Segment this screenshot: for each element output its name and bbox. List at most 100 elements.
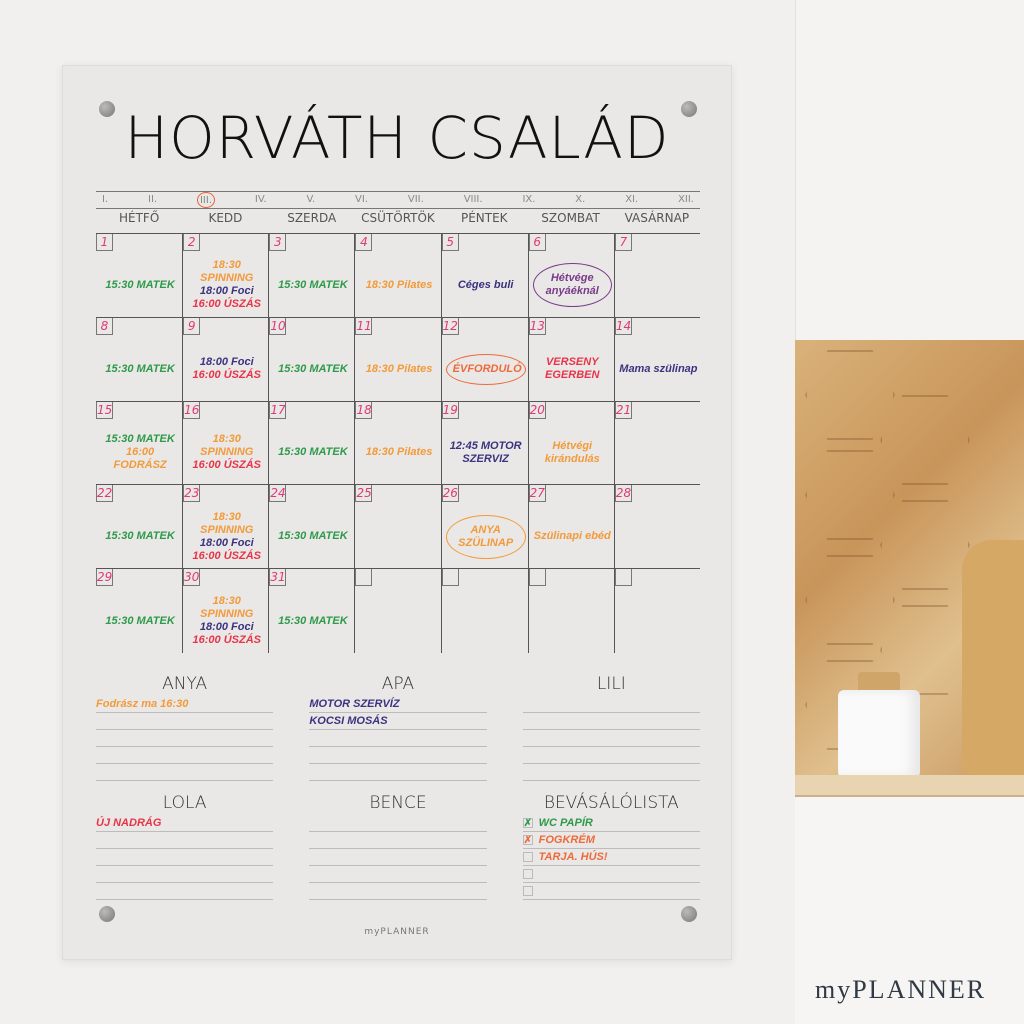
checkbox[interactable]: ✗: [522, 818, 533, 829]
list-line[interactable]: [522, 883, 700, 900]
calendar-day-cell[interactable]: 15 15:30 MATEK 16:00 FODRÁSZ: [96, 401, 183, 486]
list-line[interactable]: [522, 764, 700, 781]
checkbox[interactable]: [522, 886, 533, 896]
list-line[interactable]: MOTOR SZERVÍZ: [309, 696, 487, 713]
list-line[interactable]: KOCSI MOSÁS: [309, 713, 487, 730]
list-line[interactable]: [309, 883, 487, 900]
month-label[interactable]: I.: [102, 194, 109, 205]
weekday-label: PÉNTEK: [460, 211, 508, 225]
calendar-event: 18:30 SPINNING: [200, 259, 254, 285]
list-line[interactable]: [96, 832, 274, 849]
list-line[interactable]: [309, 866, 487, 883]
day-number: 12: [441, 317, 459, 335]
calendar-event: ANYA SZÜLINAP: [445, 514, 526, 559]
calendar-day-cell[interactable]: 8 15:30 MATEK: [96, 317, 183, 402]
calendar-day-cell[interactable]: 12 ÉVFORDULÓ: [440, 317, 528, 402]
weekday-label: CSÜTÖRTÖK: [361, 211, 435, 225]
day-number: 31: [269, 569, 287, 587]
calendar-day-cell[interactable]: 26 ANYA SZÜLINAP: [440, 485, 528, 570]
calendar-day-cell[interactable]: 27 Szülinapi ebéd: [527, 485, 614, 570]
list-line[interactable]: [522, 730, 700, 747]
calendar-day-cell[interactable]: 23 18:30 SPINNING 18:00 Foci 16:00 ÚSZÁS: [182, 485, 269, 570]
month-label[interactable]: II.: [148, 194, 158, 205]
calendar-day-cell[interactable]: 10 15:30 MATEK: [268, 317, 355, 402]
month-label[interactable]: V.: [306, 194, 316, 205]
calendar-day-cell[interactable]: 24 15:30 MATEK: [268, 485, 355, 570]
calendar-day-cell[interactable]: 13 VERSENY EGERBEN: [527, 317, 614, 402]
calendar-day-cell[interactable]: 16 18:30 SPINNING 16:00 ÚSZÁS: [182, 401, 269, 486]
calendar-event: 18:30 Pilates: [365, 362, 433, 375]
month-label[interactable]: VIII.: [463, 194, 483, 205]
calendar-day-cell[interactable]: 6 Hétvége anyáéknál: [527, 234, 614, 318]
calendar-day-cell[interactable]: 20 Hétvégi kirándulás: [527, 401, 614, 486]
list-line[interactable]: [309, 832, 487, 849]
calendar-day-cell[interactable]: [527, 569, 614, 653]
list-line[interactable]: [96, 747, 274, 764]
calendar-day-cell[interactable]: 14 Mama szülinap: [613, 317, 700, 402]
list-item-text: TARJA. HÚS!: [538, 851, 608, 863]
list-line[interactable]: [309, 815, 487, 832]
list-line[interactable]: [522, 713, 700, 730]
month-label[interactable]: III.: [196, 192, 215, 208]
calendar-day-cell[interactable]: 1 15:30 MATEK: [96, 234, 183, 318]
month-label[interactable]: VI.: [355, 194, 369, 205]
day-number: 10: [269, 317, 287, 335]
list-title: BEVÁSÁLÓLISTA: [543, 793, 679, 813]
list-line[interactable]: [96, 713, 274, 730]
calendar-event: 15:30 MATEK: [278, 614, 348, 627]
calendar-day-cell[interactable]: 2 18:30 SPINNING 18:00 Foci 16:00 ÚSZÁS: [182, 234, 269, 318]
month-label[interactable]: IV.: [254, 194, 267, 205]
weekday-label: VASÁRNAP: [624, 211, 690, 225]
list-line[interactable]: [309, 764, 487, 781]
calendar-day-cell[interactable]: [440, 569, 528, 653]
pin: [681, 906, 697, 922]
calendar-day-cell[interactable]: 5 Céges buli: [440, 234, 528, 318]
month-label[interactable]: IX.: [522, 194, 536, 205]
calendar-event: 16:00 ÚSZÁS: [192, 298, 261, 311]
calendar-day-cell[interactable]: 4 18:30 Pilates: [354, 234, 441, 318]
month-label[interactable]: XII.: [678, 194, 694, 205]
calendar-day-cell[interactable]: 17 15:30 MATEK: [268, 401, 355, 486]
checkbox[interactable]: [522, 852, 533, 862]
board-brand: myPLANNER: [364, 927, 430, 937]
calendar-day-cell[interactable]: 18 18:30 Pilates: [354, 401, 441, 486]
month-label[interactable]: VII.: [407, 194, 424, 205]
month-label[interactable]: X.: [575, 194, 586, 205]
calendar-day-cell[interactable]: 25: [354, 485, 441, 570]
calendar-day-cell[interactable]: 3 15:30 MATEK: [268, 234, 355, 318]
list-line[interactable]: [522, 696, 700, 713]
weekday-label: SZERDA: [287, 211, 337, 225]
list-line[interactable]: [522, 747, 700, 764]
month-label[interactable]: XI.: [625, 194, 639, 205]
calendar-day-cell[interactable]: 30 18:30 SPINNING 18:00 Foci 16:00 ÚSZÁS: [182, 569, 268, 653]
list-line[interactable]: ✗ FOGKRÉM: [522, 832, 700, 849]
list-line[interactable]: [309, 849, 487, 866]
list-line[interactable]: [96, 849, 274, 866]
list-line[interactable]: [309, 747, 487, 764]
calendar-day-cell[interactable]: 28: [613, 485, 700, 570]
list-line[interactable]: [522, 866, 700, 883]
checkbox[interactable]: ✗: [522, 835, 533, 846]
list-line[interactable]: Fodrász ma 16:30: [96, 696, 274, 713]
day-number: 29: [96, 569, 113, 587]
calendar-day-cell[interactable]: 29 15:30 MATEK: [96, 569, 182, 653]
calendar-day-cell[interactable]: 7: [613, 234, 700, 318]
list-line[interactable]: [96, 866, 274, 883]
list-line[interactable]: [96, 730, 274, 747]
list-line[interactable]: [96, 764, 274, 781]
calendar-day-cell[interactable]: 21: [613, 401, 700, 486]
list-line[interactable]: [96, 883, 274, 900]
calendar-day-cell[interactable]: 22 15:30 MATEK: [96, 485, 183, 570]
list-line[interactable]: TARJA. HÚS!: [522, 849, 700, 866]
calendar-day-cell[interactable]: [613, 569, 700, 653]
calendar-event: 18:30 SPINNING: [200, 510, 254, 536]
checkbox[interactable]: [522, 869, 533, 879]
calendar-day-cell[interactable]: 31 15:30 MATEK: [268, 569, 354, 653]
calendar-day-cell[interactable]: 11 18:30 Pilates: [354, 317, 441, 402]
calendar-day-cell[interactable]: 9 18:00 Foci 16:00 ÚSZÁS: [182, 317, 269, 402]
calendar-day-cell[interactable]: [354, 569, 440, 653]
list-line[interactable]: [309, 730, 487, 747]
list-line[interactable]: ✗ WC PAPÍR: [522, 815, 700, 832]
calendar-day-cell[interactable]: 19 12:45 MOTOR SZERVIZ: [440, 401, 528, 486]
list-line[interactable]: ÚJ NADRÁG: [96, 815, 274, 832]
